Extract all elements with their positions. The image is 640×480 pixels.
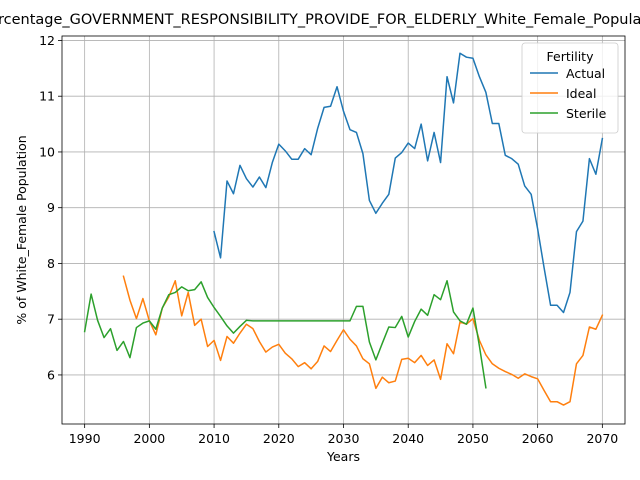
x-axis: 1990 2000 2010 2020 2030 2040 2050 2060 2070	[69, 424, 618, 446]
legend-box	[521, 42, 619, 134]
x-tick-label: 2040	[392, 431, 424, 446]
legend-title: Fertility	[547, 49, 595, 64]
x-tick-label: 2030	[328, 431, 360, 446]
series-line-ideal	[122, 275, 604, 406]
y-tick-label: 10	[39, 144, 55, 159]
series-line-sterile	[83, 279, 487, 389]
x-axis-label: Years	[326, 449, 360, 464]
legend-label-ideal: Ideal	[566, 86, 596, 101]
y-tick-label: 6	[47, 367, 55, 382]
x-tick-label: 2070	[586, 431, 618, 446]
x-tick-label: 2010	[198, 431, 230, 446]
y-tick-label: 11	[39, 89, 55, 104]
x-tick-label: 2060	[522, 431, 554, 446]
x-tick-label: 2000	[133, 431, 165, 446]
x-tick-label: 2050	[457, 431, 489, 446]
legend-label-sterile: Sterile	[566, 106, 607, 121]
legend-label-actual: Actual	[566, 66, 605, 81]
series-line-actual	[213, 52, 604, 314]
y-axis: 6 7 8 9 10 11 12	[39, 33, 62, 382]
y-tick-label: 7	[47, 312, 55, 327]
chart-title: Percentage_GOVERNMENT_RESPONSIBILITY_PRO…	[0, 12, 640, 28]
legend: Fertility Actual Ideal Sterile	[521, 42, 619, 134]
y-tick-label: 9	[47, 200, 55, 215]
y-tick-label: 12	[39, 33, 55, 48]
y-tick-label: 8	[47, 256, 55, 271]
x-tick-label: 1990	[69, 431, 101, 446]
grid	[62, 36, 625, 424]
x-tick-label: 2020	[263, 431, 295, 446]
y-axis-label: % of White_Female Population	[14, 135, 29, 324]
series-layer	[83, 52, 604, 406]
